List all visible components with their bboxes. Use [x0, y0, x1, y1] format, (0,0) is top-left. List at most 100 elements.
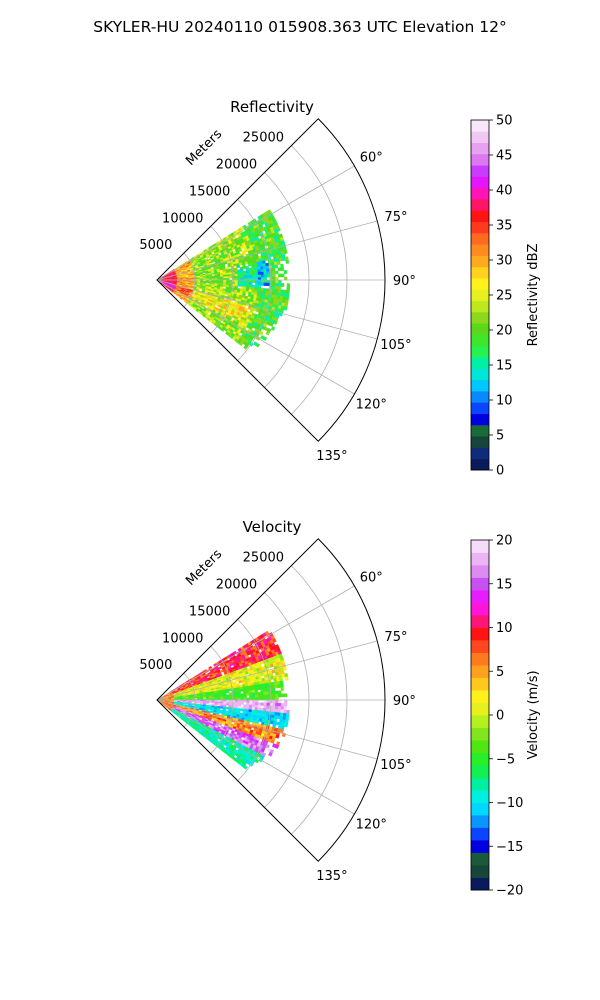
velocity-theta-tick-label: 75° — [384, 630, 407, 645]
velocity-radar-cell — [263, 699, 268, 704]
reflectivity-radar-cell — [240, 275, 244, 279]
reflectivity-radar-cell — [176, 277, 181, 279]
reflectivity-range-tick-label: 25000 — [243, 131, 284, 146]
velocity-colorbar-tick-label: 5 — [496, 665, 504, 680]
reflectivity-colorbar-swatch — [471, 176, 489, 189]
velocity-radar-cell — [237, 699, 242, 703]
velocity-colorbar-swatch — [471, 715, 489, 728]
reflectivity-radar-cell — [254, 282, 259, 286]
reflectivity-radar-cell — [255, 342, 261, 348]
velocity-colorbar-tick-label: 15 — [496, 577, 513, 592]
velocity-radar-cell — [257, 686, 261, 691]
reflectivity-radar-cell — [274, 285, 279, 290]
reflectivity-colorbar-tick-label: 45 — [496, 149, 513, 164]
velocity-radar-cell — [252, 694, 256, 698]
reflectivity-radar-cell — [222, 284, 227, 288]
reflectivity-radar-cell — [240, 279, 244, 283]
reflectivity-theta-tick-label: 105° — [380, 338, 411, 353]
velocity-colorbar-swatch — [471, 777, 489, 791]
reflectivity-radar-cell — [260, 282, 265, 286]
velocity-radar-cell — [246, 699, 250, 703]
reflectivity-radar-cell — [243, 273, 247, 276]
reflectivity-radar-cell — [254, 274, 259, 278]
velocity-radar-cell — [260, 694, 265, 698]
reflectivity-radar-cell — [249, 272, 253, 276]
reflectivity-radar-cell — [277, 267, 282, 272]
reflectivity-radar-cell — [196, 274, 201, 277]
figure-title: SKYLER-HU 20240110 015908.363 UTC Elevat… — [93, 18, 507, 36]
velocity-range-tick-label: 10000 — [162, 631, 203, 646]
reflectivity-radar-cell — [185, 274, 189, 277]
reflectivity-radar-cell — [272, 270, 276, 275]
reflectivity-theta-tick-label: 75° — [384, 210, 407, 225]
velocity-radar-cell — [263, 691, 267, 695]
velocity-radar-cell — [240, 702, 244, 705]
velocity-radar-cell — [260, 691, 265, 696]
velocity-radar-cell — [249, 692, 253, 696]
reflectivity-colorbar-tick-label: 25 — [496, 289, 513, 304]
velocity-radar-cell — [283, 699, 288, 704]
reflectivity-radar-cell — [234, 279, 239, 283]
velocity-theta-tick-label: 105° — [380, 758, 411, 773]
velocity-colorbar-swatch — [471, 677, 489, 691]
velocity-radar-cell — [260, 686, 264, 690]
reflectivity-colorbar-label: Reflectivity dBZ — [526, 244, 541, 347]
reflectivity-radar-cell — [257, 274, 262, 278]
reflectivity-colorbar-tick-label: 35 — [496, 219, 513, 234]
velocity-colorbar-swatch — [471, 865, 489, 878]
reflectivity-radar-cell — [220, 276, 224, 279]
reflectivity-radar-cell — [283, 289, 287, 294]
reflectivity-radar-cell — [251, 272, 256, 276]
velocity-radar-cell — [271, 687, 276, 692]
reflectivity-radar-cell — [179, 296, 183, 300]
velocity-radar-cell — [278, 703, 282, 707]
velocity-range-tick-label: 15000 — [189, 604, 230, 619]
reflectivity-theta-tick-label: 120° — [356, 398, 387, 413]
velocity-radar-cell — [274, 705, 279, 710]
velocity-radar-cell — [251, 689, 256, 694]
velocity-radar-cell — [263, 688, 267, 693]
velocity-colorbar-tick-label: 20 — [496, 534, 513, 549]
reflectivity-colorbar-swatch — [471, 142, 489, 155]
reflectivity-radar-cell — [240, 273, 244, 277]
reflectivity-radar-cell — [283, 270, 288, 274]
reflectivity-radar-cell — [274, 289, 279, 293]
reflectivity-radar-cell — [266, 274, 270, 278]
reflectivity-radar-cell — [263, 274, 268, 278]
reflectivity-radar-cell — [257, 282, 262, 286]
reflectivity-radar-cell — [260, 269, 264, 273]
reflectivity-colorbar-swatch — [471, 255, 489, 268]
reflectivity-radar-cell — [211, 272, 215, 275]
velocity-colorbar-swatch — [471, 740, 489, 753]
reflectivity-colorbar-swatch — [471, 311, 489, 324]
velocity-radar-cell — [283, 709, 287, 714]
velocity-radar-cell — [252, 699, 256, 703]
velocity-range-tick-label: 20000 — [216, 578, 257, 593]
reflectivity-plot: 60° 75° 90° 105° 120° 135° 5000 10000 15000 20000… — [139, 118, 416, 464]
reflectivity-radar-cell — [278, 279, 282, 284]
reflectivity-radar-cell — [254, 284, 259, 289]
reflectivity-colorbar-tick-label: 20 — [496, 324, 513, 339]
velocity-colorbar-swatch — [471, 727, 489, 741]
velocity-radar-cell — [280, 693, 285, 698]
velocity-radar-cell — [243, 693, 247, 696]
velocity-radar-cell — [284, 723, 289, 728]
velocity-radar-cell — [266, 705, 270, 709]
velocity-radar-cell — [272, 705, 276, 710]
velocity-colorbar-swatch — [471, 665, 489, 678]
velocity-radar-cell — [266, 688, 270, 692]
reflectivity-colorbar-swatch — [471, 345, 489, 358]
reflectivity-title: Reflectivity — [230, 98, 314, 116]
velocity-colorbar-swatch — [471, 827, 489, 841]
velocity-radar-cell — [265, 685, 270, 690]
reflectivity-theta-tick-label: 60° — [360, 150, 383, 165]
reflectivity-radar-cell — [285, 293, 290, 298]
reflectivity-colorbar-swatch — [471, 390, 489, 403]
velocity-radar-cell — [283, 693, 288, 698]
reflectivity-radar-field — [156, 209, 291, 350]
reflectivity-radar-cell — [246, 275, 250, 279]
reflectivity-radar-cell — [260, 266, 264, 270]
reflectivity-colorbar-swatch — [471, 120, 489, 132]
reflectivity-radar-cell — [280, 289, 285, 294]
velocity-colorbar-swatch — [471, 815, 489, 828]
